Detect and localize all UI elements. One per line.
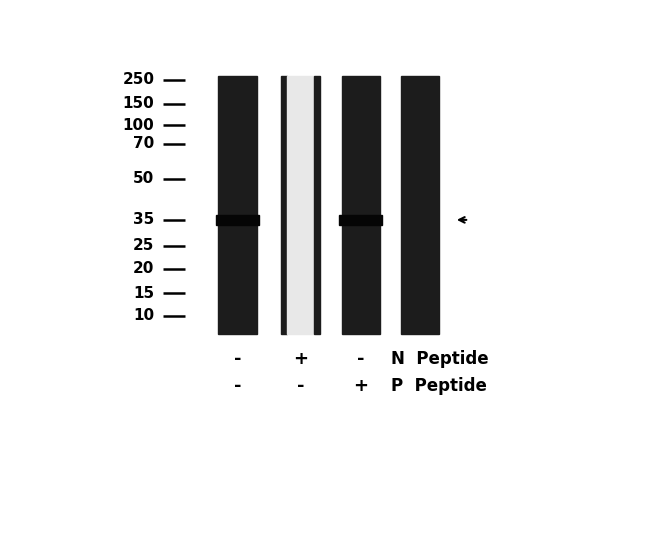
Text: 70: 70: [133, 136, 154, 151]
Bar: [314, 75, 320, 334]
Bar: [216, 215, 259, 225]
Bar: [287, 75, 314, 334]
Text: 250: 250: [122, 73, 154, 88]
Bar: [218, 75, 257, 334]
Text: 35: 35: [133, 212, 154, 228]
Bar: [342, 75, 380, 334]
Text: 20: 20: [133, 261, 154, 276]
Text: -: -: [233, 377, 241, 395]
Bar: [400, 75, 439, 334]
Text: 100: 100: [123, 118, 154, 132]
Text: -: -: [296, 377, 304, 395]
Text: 10: 10: [133, 309, 154, 323]
Text: P  Peptide: P Peptide: [391, 377, 486, 395]
Text: +: +: [293, 350, 308, 368]
Bar: [339, 215, 382, 225]
Text: 50: 50: [133, 172, 154, 187]
Text: 150: 150: [123, 96, 154, 111]
Text: 25: 25: [133, 238, 154, 253]
Text: 15: 15: [133, 286, 154, 301]
Text: -: -: [357, 350, 365, 368]
Text: N  Peptide: N Peptide: [391, 350, 488, 368]
Text: +: +: [354, 377, 369, 395]
Text: -: -: [233, 350, 241, 368]
Bar: [281, 75, 287, 334]
